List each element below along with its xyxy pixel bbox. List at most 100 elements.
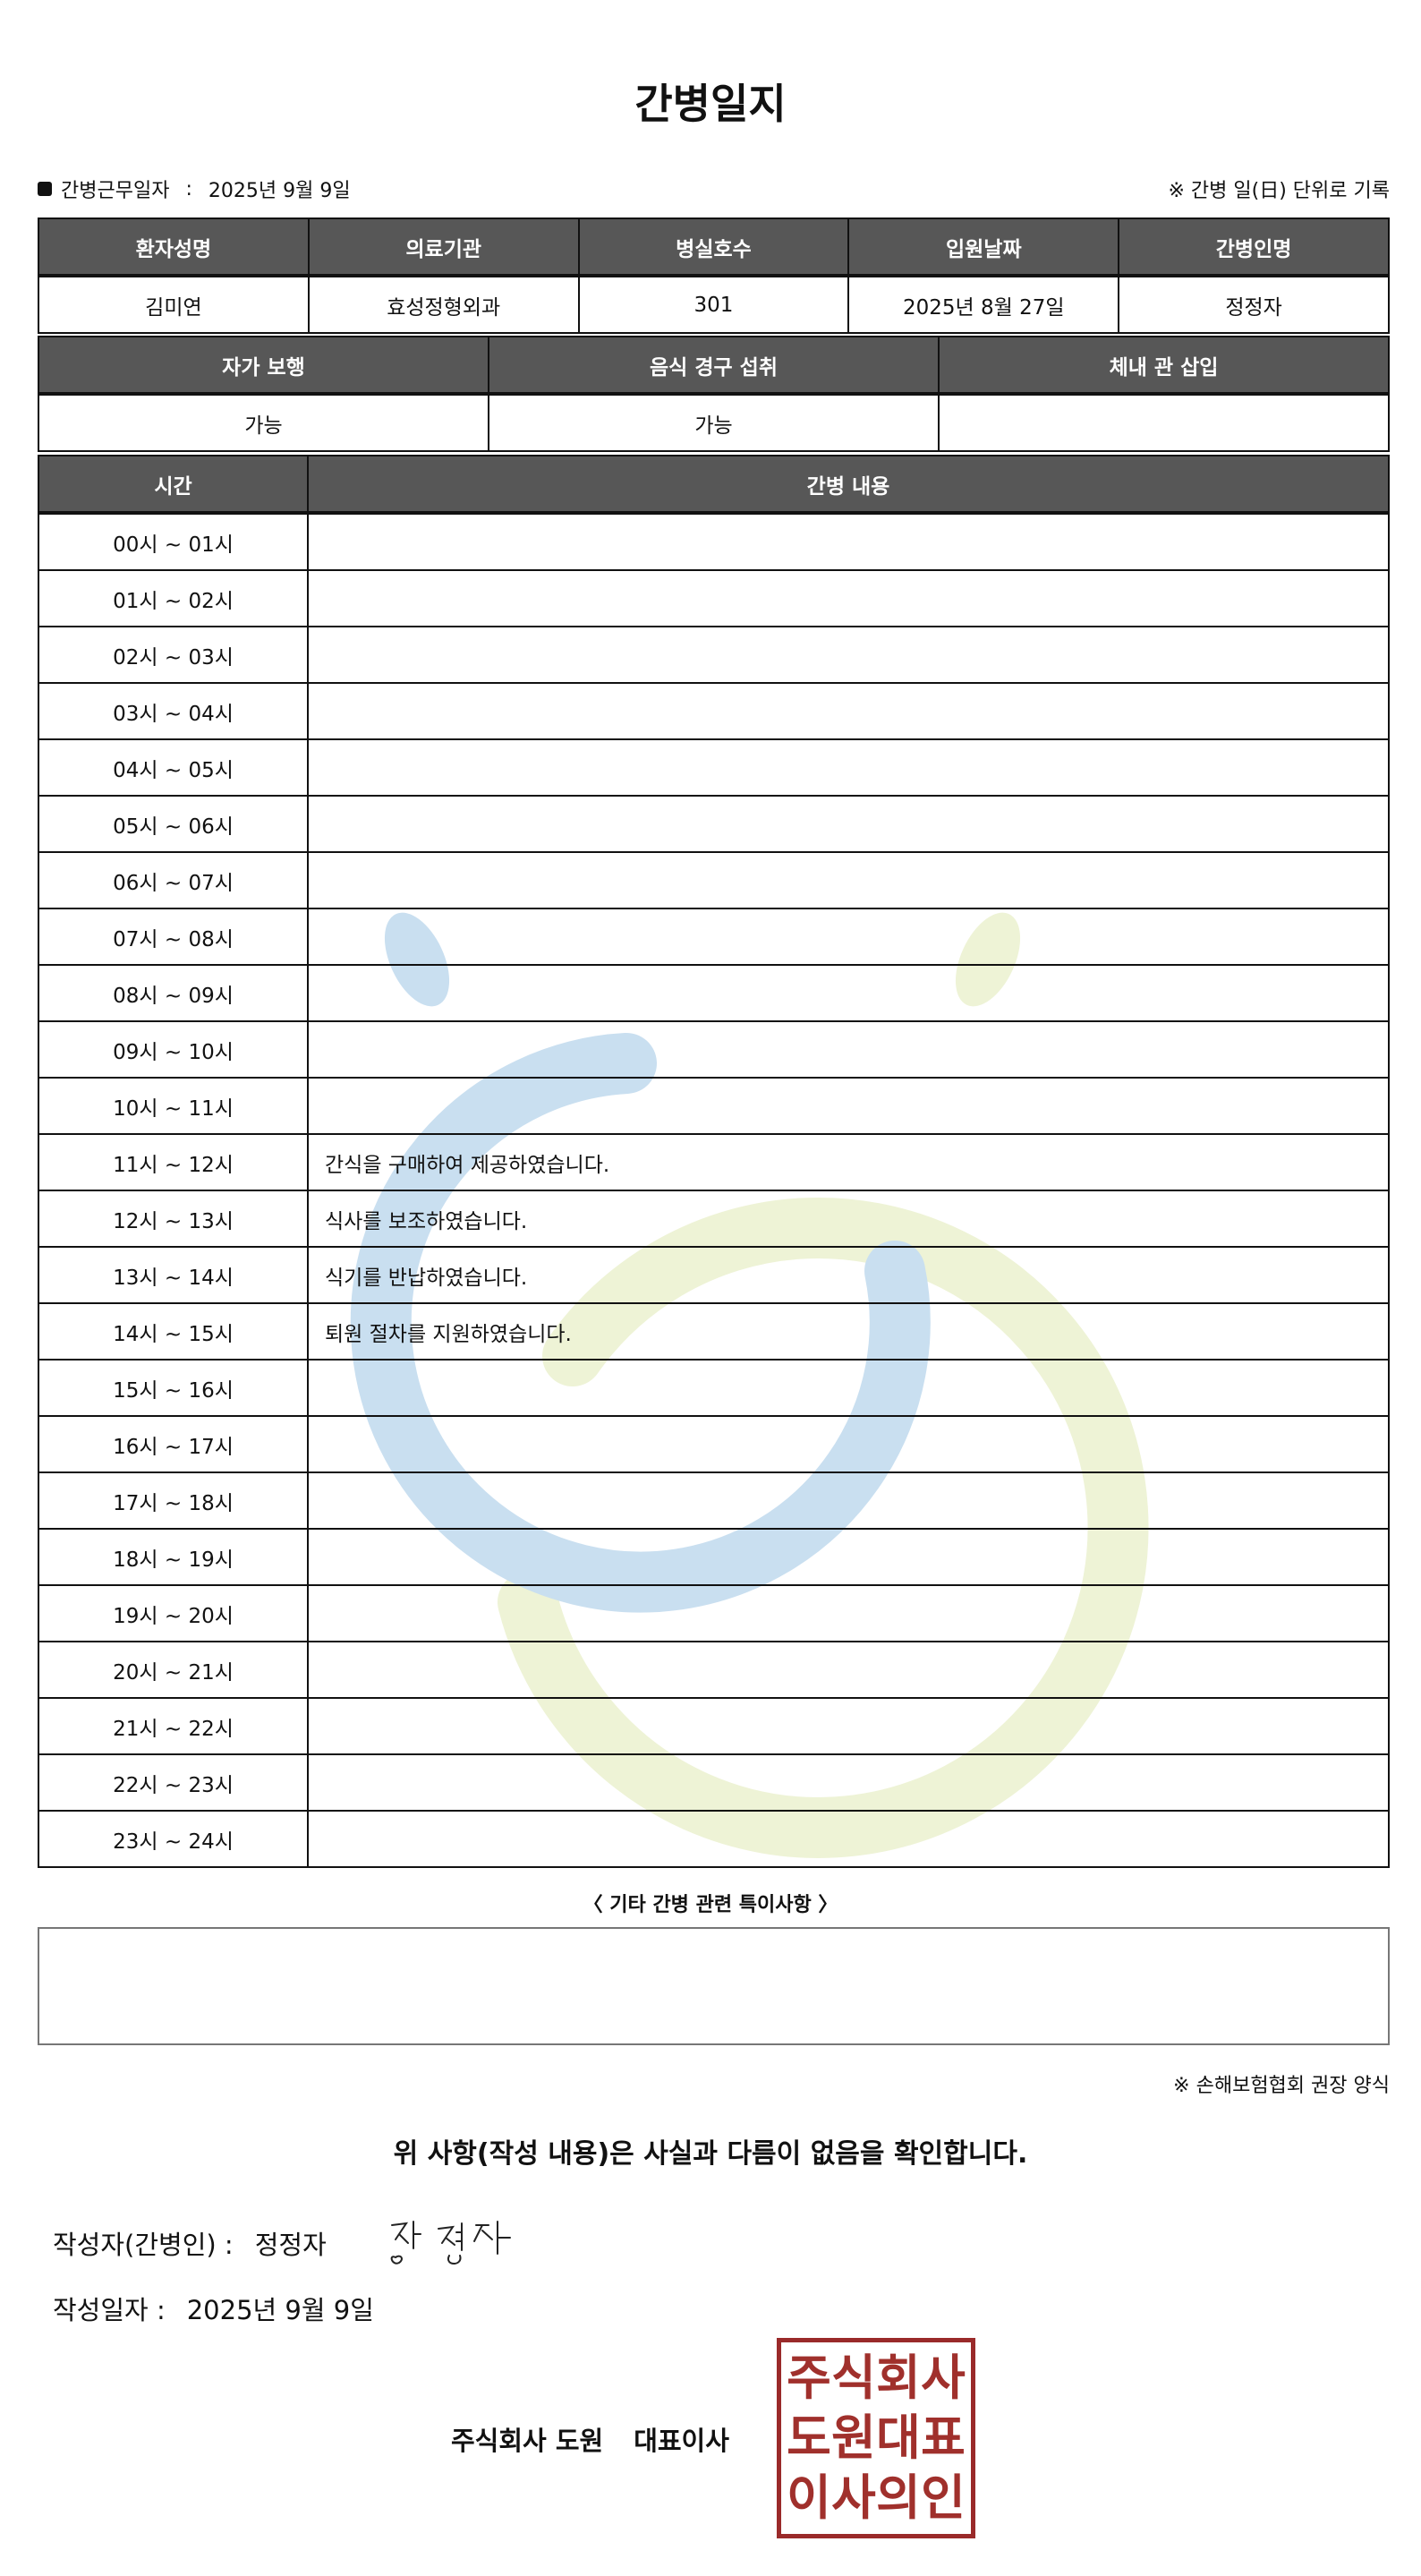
author-name: 정정자: [254, 2230, 327, 2260]
patient-info-table: 환자성명 의료기관 병실호수 입원날짜 간병인명 김미연 효성정형외과 301 …: [38, 218, 1390, 334]
care-log-table: 시간 간병 내용 00시 ~ 01시 01시 ~ 02시 02시 ~ 03시 03시 …: [38, 455, 1390, 1868]
patient-status-table: 자가 보행 음식 경구 섭취 체내 관 삽입 가능 가능: [38, 336, 1390, 452]
care-content: [307, 795, 1390, 853]
time-slot: 20시 ~ 21시: [38, 1641, 309, 1699]
care-content: [307, 1359, 1390, 1417]
stamp-character: 사: [921, 2349, 966, 2406]
time-slot: 05시 ~ 06시: [38, 795, 309, 853]
company-name: 주식회사 도원: [451, 2426, 604, 2456]
work-date-value: 2025년 9월 9일: [208, 180, 351, 202]
caregiver-name: 정정자: [1118, 275, 1390, 334]
written-date-value: 2025년 9월 9일: [186, 2295, 374, 2325]
care-content: [307, 964, 1390, 1022]
care-content: [307, 738, 1390, 797]
hospital: 효성정형외과: [307, 275, 580, 334]
care-log-row: 22시 ~ 23시: [38, 1753, 1390, 1812]
bullet-square-icon: [38, 182, 52, 196]
care-content: 식기를 반납하였습니다.: [307, 1246, 1390, 1304]
care-log-row: 07시 ~ 08시: [38, 908, 1390, 966]
written-date-line: 작성일자 : 2025년 9월 9일: [53, 2290, 374, 2327]
work-date-label: 간병근무일자: [61, 180, 170, 202]
header-admission-date: 입원날짜: [847, 218, 1120, 277]
time-slot: 16시 ~ 17시: [38, 1415, 309, 1473]
care-log-row: 20시 ~ 21시: [38, 1641, 1390, 1699]
time-slot: 19시 ~ 20시: [38, 1584, 309, 1642]
care-content: [307, 1584, 1390, 1642]
time-slot: 15시 ~ 16시: [38, 1359, 309, 1417]
admission-date: 2025년 8월 27일: [847, 275, 1120, 334]
time-slot: 23시 ~ 24시: [38, 1810, 309, 1868]
care-content: [307, 1471, 1390, 1530]
care-log-row: 09시 ~ 10시: [38, 1020, 1390, 1079]
stamp-character: 회: [876, 2349, 921, 2406]
tube-insertion-value: [938, 393, 1390, 452]
stamp-character: 이: [787, 2469, 831, 2527]
care-log-row: 16시 ~ 17시: [38, 1415, 1390, 1473]
stamp-character: 대: [876, 2409, 921, 2466]
work-date-line: 간병근무일자 : 2025년 9월 9일: [38, 175, 351, 203]
care-log-row: 14시 ~ 15시 퇴원 절차를 지원하였습니다.: [38, 1302, 1390, 1361]
work-date-separator: :: [185, 177, 192, 200]
time-slot: 08시 ~ 09시: [38, 964, 309, 1022]
care-content: [307, 1020, 1390, 1079]
care-log-row: 10시 ~ 11시: [38, 1077, 1390, 1135]
care-content: [307, 1528, 1390, 1586]
time-slot: 09시 ~ 10시: [38, 1020, 309, 1079]
time-slot: 07시 ~ 08시: [38, 908, 309, 966]
care-log-row: 11시 ~ 12시 간식을 구매하여 제공하였습니다.: [38, 1133, 1390, 1191]
record-note: ※ 간병 일(日) 단위로 기록: [1168, 180, 1391, 202]
stamp-character: 원: [831, 2409, 876, 2466]
care-content: 간식을 구매하여 제공하였습니다.: [307, 1133, 1390, 1191]
care-log-row: 08시 ~ 09시: [38, 964, 1390, 1022]
special-notes-box: [38, 1927, 1390, 2045]
care-log-row: 23시 ~ 24시: [38, 1810, 1390, 1868]
care-content: [307, 682, 1390, 740]
care-log-row: 04시 ~ 05시: [38, 738, 1390, 797]
care-log-row: 03시 ~ 04시: [38, 682, 1390, 740]
care-log-row: 18시 ~ 19시: [38, 1528, 1390, 1586]
care-content: [307, 1641, 1390, 1699]
stamp-character: 식: [831, 2349, 876, 2406]
company-line: 주식회사 도원 대표이사: [451, 2420, 729, 2458]
care-content: [307, 1810, 1390, 1868]
author-label: 작성자(간병인) :: [53, 2230, 234, 2260]
time-slot: 14시 ~ 15시: [38, 1302, 309, 1361]
header-hospital: 의료기관: [307, 218, 580, 277]
oral-intake-value: 가능: [488, 393, 940, 452]
care-log-row: 12시 ~ 13시 식사를 보조하였습니다.: [38, 1190, 1390, 1248]
care-content: [307, 512, 1390, 571]
time-slot: 13시 ~ 14시: [38, 1246, 309, 1304]
time-slot: 21시 ~ 22시: [38, 1697, 309, 1755]
care-content: 식사를 보조하였습니다.: [307, 1190, 1390, 1248]
header-oral-intake: 음식 경구 섭취: [488, 336, 940, 396]
care-content: [307, 851, 1390, 909]
care-log-row: 21시 ~ 22시: [38, 1697, 1390, 1755]
stamp-character: 사: [831, 2469, 876, 2527]
care-log-row: 05시 ~ 06시: [38, 795, 1390, 853]
header-room: 병실호수: [577, 218, 850, 277]
care-content: [307, 1753, 1390, 1812]
patient-name: 김미연: [38, 275, 310, 334]
time-slot: 06시 ~ 07시: [38, 851, 309, 909]
self-walking-value: 가능: [38, 393, 489, 452]
header-tube-insertion: 체내 관 삽입: [938, 336, 1390, 396]
stamp-character: 표: [921, 2409, 966, 2466]
time-slot: 18시 ~ 19시: [38, 1528, 309, 1586]
care-content: [307, 1077, 1390, 1135]
special-notes-label: 〈 기타 간병 관련 특이사항 〉: [583, 1894, 838, 1916]
care-log-row: 17시 ~ 18시: [38, 1471, 1390, 1530]
time-slot: 03시 ~ 04시: [38, 682, 309, 740]
author-line: 작성자(간병인) : 정정자: [53, 2224, 327, 2262]
time-slot: 02시 ~ 03시: [38, 626, 309, 684]
care-log-row: 06시 ~ 07시: [38, 851, 1390, 909]
time-slot: 04시 ~ 05시: [38, 738, 309, 797]
header-care-content: 간병 내용: [307, 455, 1390, 515]
care-log-row: 19시 ~ 20시: [38, 1584, 1390, 1642]
care-content: [307, 626, 1390, 684]
time-slot: 01시 ~ 02시: [38, 569, 309, 627]
time-slot: 11시 ~ 12시: [38, 1133, 309, 1191]
care-content: 퇴원 절차를 지원하였습니다.: [307, 1302, 1390, 1361]
header-self-walking: 자가 보행: [38, 336, 489, 396]
header-time: 시간: [38, 455, 309, 515]
confirmation-statement: 위 사항(작성 내용)은 사실과 다름이 없음을 확인합니다.: [393, 2138, 1028, 2170]
